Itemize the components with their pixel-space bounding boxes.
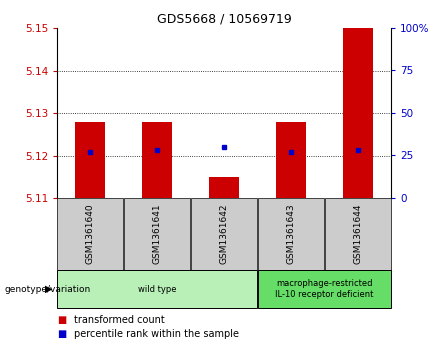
Bar — [343, 28, 373, 198]
Text: ▶: ▶ — [45, 284, 53, 294]
Text: macrophage-restricted
IL-10 receptor deficient: macrophage-restricted IL-10 receptor def… — [275, 279, 373, 299]
Text: transformed count: transformed count — [74, 315, 165, 325]
Bar — [75, 122, 105, 198]
Bar — [57, 270, 257, 308]
Text: GSM1361641: GSM1361641 — [153, 204, 162, 264]
Text: GSM1361640: GSM1361640 — [86, 204, 95, 264]
Bar — [57, 198, 123, 270]
Bar — [276, 122, 306, 198]
Title: GDS5668 / 10569719: GDS5668 / 10569719 — [157, 12, 291, 25]
Bar — [325, 198, 391, 270]
Bar — [258, 198, 324, 270]
Text: ■: ■ — [57, 315, 66, 325]
Bar — [209, 177, 239, 198]
Text: genotype/variation: genotype/variation — [4, 285, 90, 294]
Text: ■: ■ — [57, 329, 66, 339]
Bar — [124, 198, 190, 270]
Bar — [191, 198, 257, 270]
Text: wild type: wild type — [138, 285, 177, 294]
Text: GSM1361642: GSM1361642 — [220, 204, 229, 264]
Bar — [142, 122, 172, 198]
Text: GSM1361643: GSM1361643 — [286, 204, 295, 264]
Text: GSM1361644: GSM1361644 — [353, 204, 362, 264]
Text: percentile rank within the sample: percentile rank within the sample — [74, 329, 239, 339]
Bar — [258, 270, 391, 308]
